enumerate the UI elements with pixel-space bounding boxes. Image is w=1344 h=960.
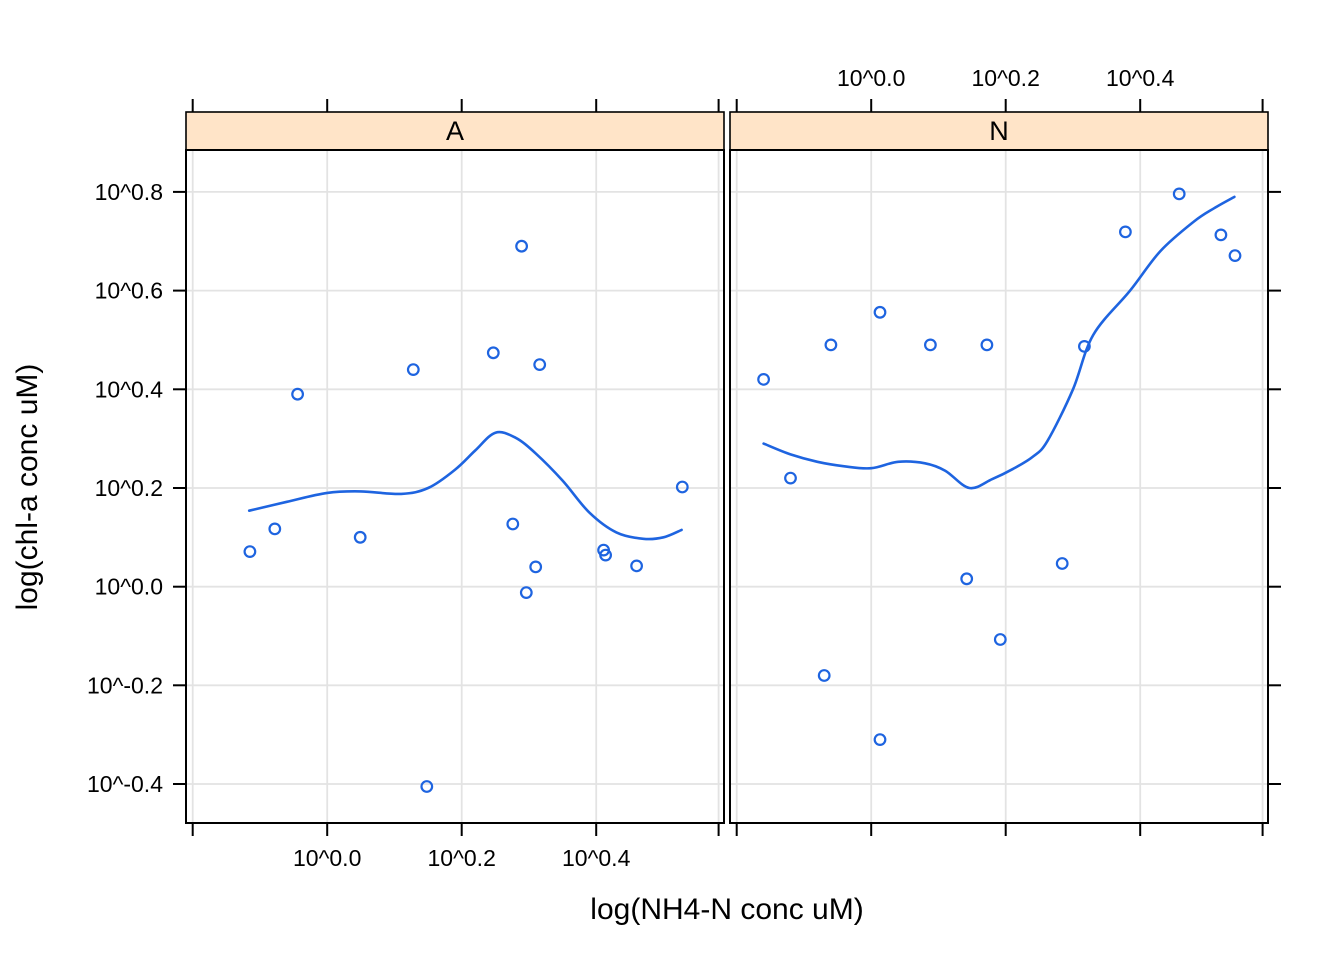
panel-n-data-point [1055, 557, 1069, 570]
panel-n-data-point [1118, 225, 1132, 239]
panel-a-data-point [243, 545, 257, 558]
panel-a-data-point [353, 530, 367, 544]
panel-n-data-point [960, 572, 974, 586]
panel-a-data-point [406, 363, 420, 377]
panel-a-data-point [675, 480, 689, 494]
panel-n-data-point [1172, 187, 1186, 201]
y-axis-title: log(chl-a conc uM) [11, 363, 44, 611]
panel-n-data-point [1214, 228, 1228, 242]
y-tick-label: 10^0.4 [95, 376, 164, 402]
x-tick-label-top: 10^0.4 [1106, 65, 1175, 91]
strip-n [729, 111, 1269, 151]
panel-n-data-point [1228, 249, 1242, 263]
panel-a-data-point [506, 517, 520, 531]
x-axis-title: log(NH4-N conc uM) [590, 893, 864, 926]
panel-a-data-point [630, 559, 643, 573]
x-tick-label-bottom: 10^0.4 [562, 845, 631, 871]
panel-a-data-point [519, 586, 533, 599]
panel-n-data-point [873, 305, 887, 319]
panel-a-data-point [599, 548, 612, 562]
panel-n-loess-line [762, 195, 1236, 490]
panel-a-data-point [529, 560, 543, 574]
panel-n-data-point [757, 373, 770, 386]
panel-n-data-point [784, 471, 797, 485]
panel-a-data-point [533, 358, 547, 372]
strip-a [185, 111, 725, 151]
panel-n-background [730, 150, 1268, 823]
panel-a-data-point [291, 387, 305, 401]
panel-n-data-point [924, 338, 937, 352]
panel-a-data-point [420, 780, 434, 793]
panel-n-data-point [1077, 340, 1091, 353]
x-tick-label-bottom: 10^0.2 [428, 845, 496, 871]
panel-a-data-point [486, 346, 500, 360]
panel-n-data-point [873, 733, 887, 746]
panel-a-loess-line [247, 430, 683, 541]
panel-a-background [186, 150, 724, 823]
panel-n-data-point [817, 669, 831, 682]
y-tick-label: 10^0.2 [95, 475, 163, 501]
x-tick-label-top: 10^0.2 [972, 65, 1040, 91]
panel-n-data-point [980, 338, 994, 352]
y-tick-label: 10^-0.2 [87, 672, 163, 698]
panel-a-data-point [268, 522, 282, 536]
y-tick-label: 10^0.6 [95, 278, 163, 304]
y-tick-label: 10^-0.4 [87, 771, 163, 797]
panel-n-data-point [993, 633, 1007, 646]
x-tick-label-top: 10^0.0 [837, 65, 905, 91]
panel-a-data-point [515, 239, 528, 253]
panel-n-data-point [824, 338, 838, 352]
x-tick-label-bottom: 10^0.0 [293, 845, 361, 871]
panel-a-border [185, 149, 725, 824]
y-tick-label: 10^0.8 [95, 179, 163, 205]
panel-n-border [729, 149, 1269, 824]
y-tick-label: 10^0.0 [95, 574, 163, 600]
